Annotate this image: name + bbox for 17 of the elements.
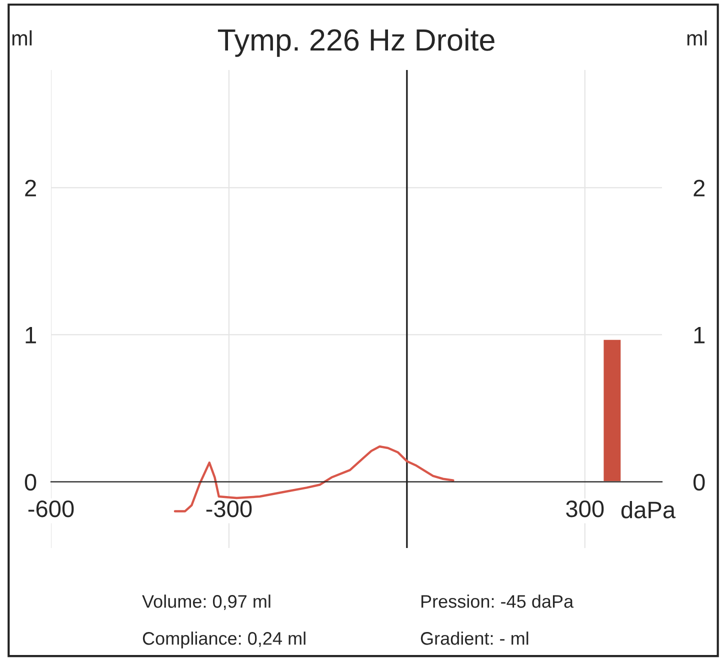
text: Pression: -45 daPa [421, 594, 574, 608]
text: Compliance: 0,24 ml [142, 632, 306, 648]
text: Gradient: - ml [420, 632, 528, 645]
chart-title: Tymp. 226 Hz Droite [218, 28, 494, 57]
y-tick-label: 1 [26, 327, 36, 344]
y2-tick-label: 2 [694, 180, 704, 196]
text: Volume: 0,97 ml [142, 594, 270, 610]
y-tick-label: 0 [24, 474, 36, 491]
x-tick-label: -600 [28, 500, 74, 518]
y-tick-label: 2 [25, 180, 36, 196]
y2-axis-title: ml [687, 30, 707, 46]
y2-tick-label: 0 [693, 474, 705, 491]
x-axis-title: daPa [621, 500, 676, 518]
x-tick-label: -300 [206, 500, 252, 518]
y2-tick-label: 1 [694, 327, 705, 344]
x-tick-label: 300 [566, 500, 604, 518]
y-axis-title: ml [12, 30, 32, 46]
